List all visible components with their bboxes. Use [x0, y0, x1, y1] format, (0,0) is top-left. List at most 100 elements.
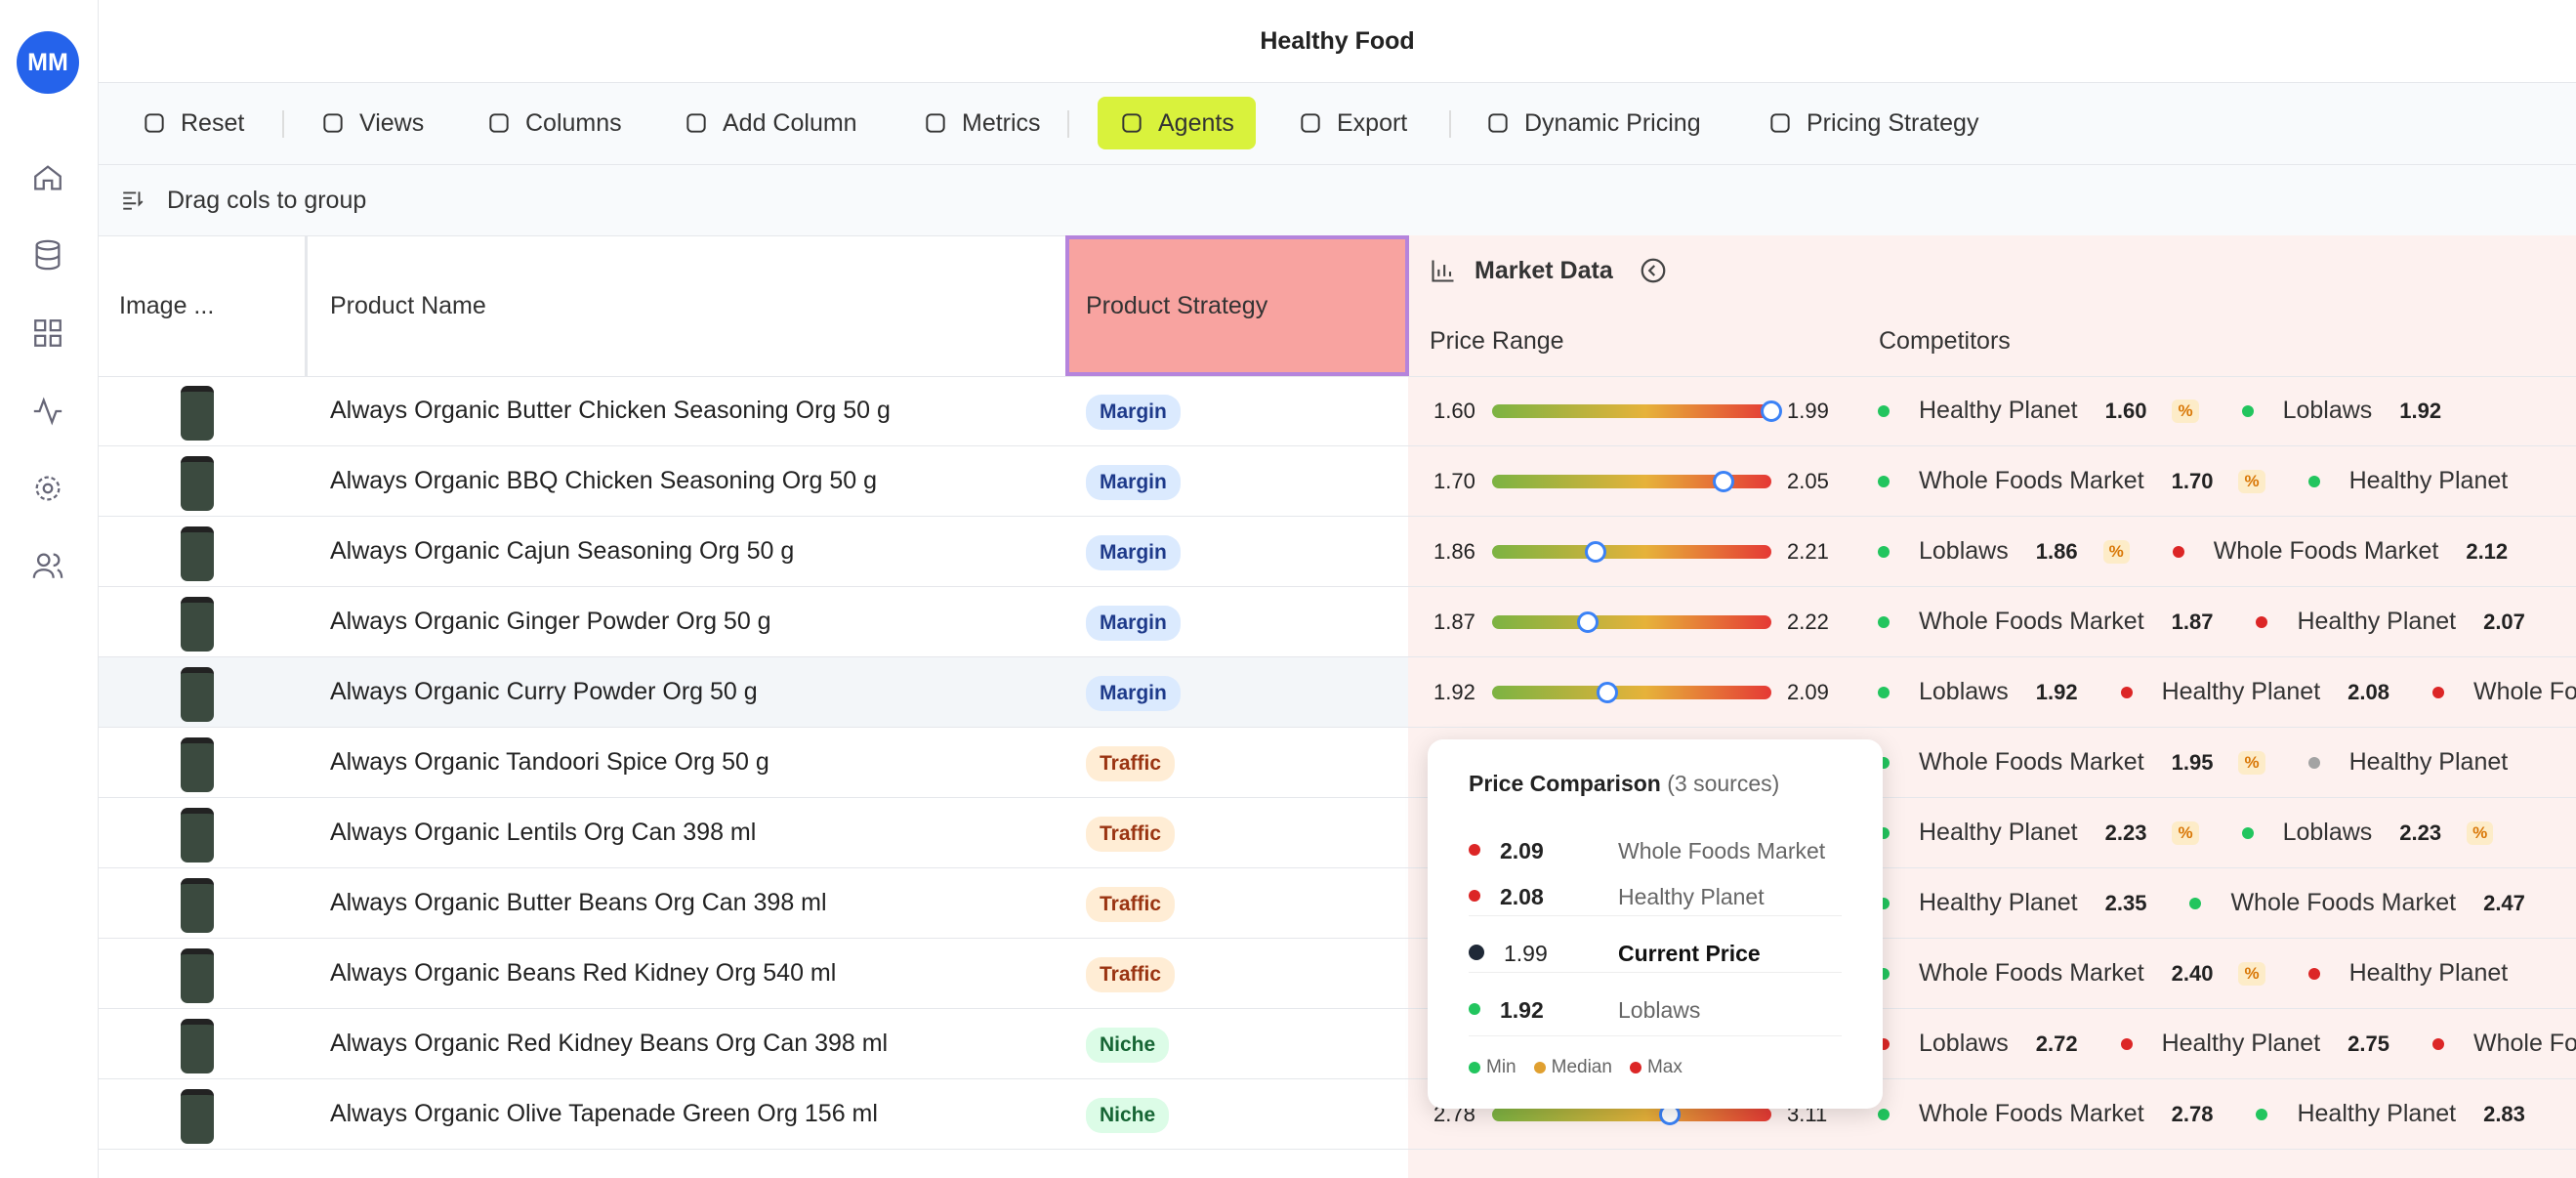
market-data-group[interactable]: Market Data	[1430, 235, 1668, 306]
image-column-header[interactable]: Image ...	[119, 235, 308, 376]
table-row[interactable]: Always Organic BBQ Chicken Seasoning Org…	[99, 446, 2576, 517]
competitors-header[interactable]: Competitors	[1879, 306, 2011, 376]
toolbar-separator	[1067, 110, 1069, 138]
competitor: Whole Foods Market 2.78	[1878, 1100, 2213, 1128]
competitor: Whole Foods Market 1.87	[1878, 608, 2213, 636]
competitor-price: 2.35	[2104, 890, 2147, 915]
toolbar-button[interactable]: Agents	[1098, 97, 1256, 149]
competitor-name: Whole Foods Market	[1919, 608, 2144, 635]
competitor-price: 1.70	[2171, 468, 2214, 493]
strategy-badge: Niche	[1086, 1028, 1170, 1063]
strategy-badge: Margin	[1086, 465, 1181, 500]
header-label: Price Range	[1430, 326, 1564, 355]
competitor: Healthy Planet	[2307, 467, 2536, 495]
competitor-name: Whole Foods Market	[2473, 1030, 2576, 1057]
product-image	[181, 737, 214, 792]
table-row[interactable]: Always Organic Olive Tapenade Green Org …	[99, 1079, 2576, 1150]
table-row[interactable]: Always Organic Butter Chicken Seasoning …	[99, 376, 2576, 446]
competitor-name: Healthy Planet	[2348, 467, 2509, 494]
tooltip-price: 2.09	[1500, 838, 1544, 863]
competitor: Loblaws 2.72	[1878, 1030, 2078, 1058]
tooltip-title: Price Comparison	[1469, 771, 1661, 796]
status-dot	[1878, 404, 1890, 417]
table-row[interactable]: Always Organic Butter Beans Org Can 398 …	[99, 868, 2576, 939]
competitor-price: 2.40	[2171, 960, 2214, 986]
strategy-badge: Traffic	[1086, 957, 1176, 992]
price-min: 1.60	[1433, 399, 1475, 423]
status-dot	[1878, 686, 1890, 698]
status-dot	[2256, 1108, 2268, 1120]
current-price-handle[interactable]	[1596, 682, 1618, 703]
competitor-name: Loblaws	[2282, 819, 2373, 846]
product-image	[181, 808, 214, 862]
price-badge: %	[2238, 750, 2265, 775]
toolbar-button[interactable]: Reset	[120, 97, 266, 149]
status-dot	[2120, 686, 2133, 698]
competitor-name: Whole Foods Market	[1919, 1100, 2144, 1127]
competitor-price: 2.47	[2483, 890, 2525, 915]
price-max: 1.99	[1787, 399, 1829, 423]
product-image	[181, 526, 214, 581]
competitor-price: 2.23	[2399, 820, 2442, 845]
current-price-handle[interactable]	[1761, 400, 1782, 422]
toolbar-button[interactable]: Columns	[465, 97, 644, 149]
product-name: Always Organic Curry Powder Org 50 g	[330, 678, 758, 705]
price-range-bar	[1492, 475, 1771, 488]
toolbar-button[interactable]: Add Column	[662, 97, 879, 149]
table-row[interactable]: Always Organic Cajun Seasoning Org 50 g M…	[99, 517, 2576, 587]
price-range-header[interactable]: Price Range	[1430, 306, 1564, 376]
toolbar-button[interactable]: Pricing Strategy	[1746, 97, 2000, 149]
competitor-name: Healthy Planet	[2348, 959, 2509, 987]
strategy-badge: Margin	[1086, 535, 1181, 570]
product-name: Always Organic Red Kidney Beans Org Can …	[330, 1030, 889, 1057]
table-row[interactable]: Always Organic Tandoori Spice Org 50 g Tr…	[99, 728, 2576, 798]
settings-icon[interactable]	[31, 472, 64, 505]
toolbar-separator	[282, 110, 284, 138]
current-price-handle[interactable]	[1585, 541, 1607, 563]
avatar[interactable]: MM	[17, 31, 79, 94]
toolbar-button[interactable]: Metrics	[901, 97, 1062, 149]
button-label: Views	[359, 108, 425, 137]
competitor-price: 2.75	[2347, 1031, 2389, 1056]
price-max: 2.21	[1787, 539, 1829, 564]
table-row[interactable]: Always Organic Lentils Org Can 398 ml Tra…	[99, 798, 2576, 868]
users-icon[interactable]	[31, 549, 64, 582]
button-icon	[1770, 113, 1790, 133]
database-icon[interactable]	[31, 238, 64, 272]
header-label: Product Name	[330, 291, 486, 319]
divider	[1469, 915, 1842, 916]
price-badge: %	[2172, 399, 2199, 423]
button-icon	[1122, 113, 1142, 133]
toolbar-button[interactable]: Export	[1276, 97, 1429, 149]
toolbar-button[interactable]: Views	[299, 97, 445, 149]
table-row[interactable]: Always Organic Red Kidney Beans Org Can …	[99, 1009, 2576, 1079]
table-row[interactable]: Always Organic Ginger Powder Org 50 g Mar…	[99, 587, 2576, 657]
legend-dot	[1533, 1062, 1546, 1073]
product-image	[181, 386, 214, 441]
strategy-column-header[interactable]: Product Strategy	[1065, 235, 1409, 376]
product-name: Always Organic Lentils Org Can 398 ml	[330, 819, 757, 846]
dashboard-icon[interactable]	[31, 316, 64, 350]
activity-icon[interactable]	[31, 395, 64, 428]
competitor-price: 2.07	[2483, 609, 2525, 634]
competitor-price: 1.60	[2104, 398, 2147, 423]
competitors: Whole Foods Market 1.87 Healthy Planet 2.07	[1878, 587, 2576, 656]
competitor: Healthy Planet 2.75	[2120, 1030, 2389, 1058]
toolbar-button[interactable]: Dynamic Pricing	[1464, 97, 1723, 149]
table-row[interactable]: Always Organic Beans Red Kidney Org 540 …	[99, 939, 2576, 1009]
current-price-handle[interactable]	[1712, 471, 1734, 492]
table-row[interactable]: Always Organic Curry Powder Org 50 g Marg…	[99, 657, 2576, 728]
competitor-price: 2.23	[2104, 820, 2147, 845]
product-image	[181, 1089, 214, 1144]
tooltip-source: Whole Foods Market	[1618, 838, 1826, 863]
current-price-handle[interactable]	[1577, 611, 1600, 633]
collapse-icon[interactable]	[1639, 256, 1668, 285]
price-badge: %	[2172, 820, 2199, 845]
price-max: 2.05	[1787, 469, 1829, 493]
chart-icon	[1432, 260, 1454, 282]
competitor-price: 2.78	[2171, 1101, 2214, 1126]
home-icon[interactable]	[31, 161, 64, 194]
name-column-header[interactable]: Product Name	[330, 235, 486, 376]
status-dot	[2241, 826, 2254, 839]
header-label: Image ...	[119, 291, 215, 319]
